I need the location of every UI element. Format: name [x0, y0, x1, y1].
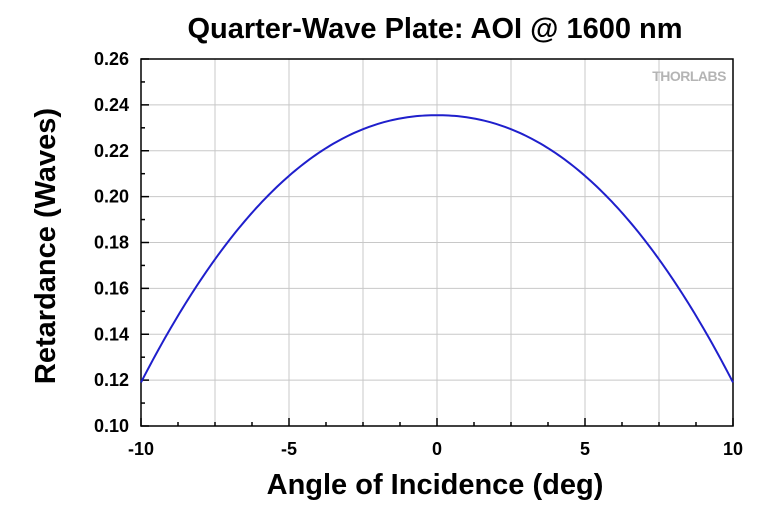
y-tick-label: 0.12 — [94, 370, 129, 390]
x-tick-label: 10 — [723, 439, 743, 459]
x-axis-label: Angle of Incidence (deg) — [267, 469, 604, 501]
thorlabs-watermark: THORLABS — [652, 68, 726, 84]
x-tick-label: 0 — [432, 439, 442, 459]
grid — [141, 59, 733, 426]
tick-labels: -10 -5 0 5 10 0.10 0.12 0.14 0.16 0.18 0.20 0.22 0.2… — [94, 49, 743, 459]
y-tick-label: 0.24 — [94, 95, 129, 115]
y-tick-label: 0.10 — [94, 416, 129, 436]
y-tick-label: 0.26 — [94, 49, 129, 69]
y-axis-label: Retardance (Waves) — [30, 108, 62, 384]
y-tick-label: 0.16 — [94, 278, 129, 298]
chart-title: Quarter-Wave Plate: AOI @ 1600 nm — [187, 13, 682, 45]
y-tick-label: 0.20 — [94, 187, 129, 207]
series-line — [140, 114, 734, 383]
x-tick-label: -10 — [128, 439, 154, 459]
y-tick-label: 0.18 — [94, 233, 129, 253]
axis-ticks — [140, 58, 734, 427]
y-tick-label: 0.14 — [94, 324, 129, 344]
y-tick-label: 0.22 — [94, 141, 129, 161]
x-tick-label: 5 — [580, 439, 590, 459]
x-tick-label: -5 — [281, 439, 297, 459]
